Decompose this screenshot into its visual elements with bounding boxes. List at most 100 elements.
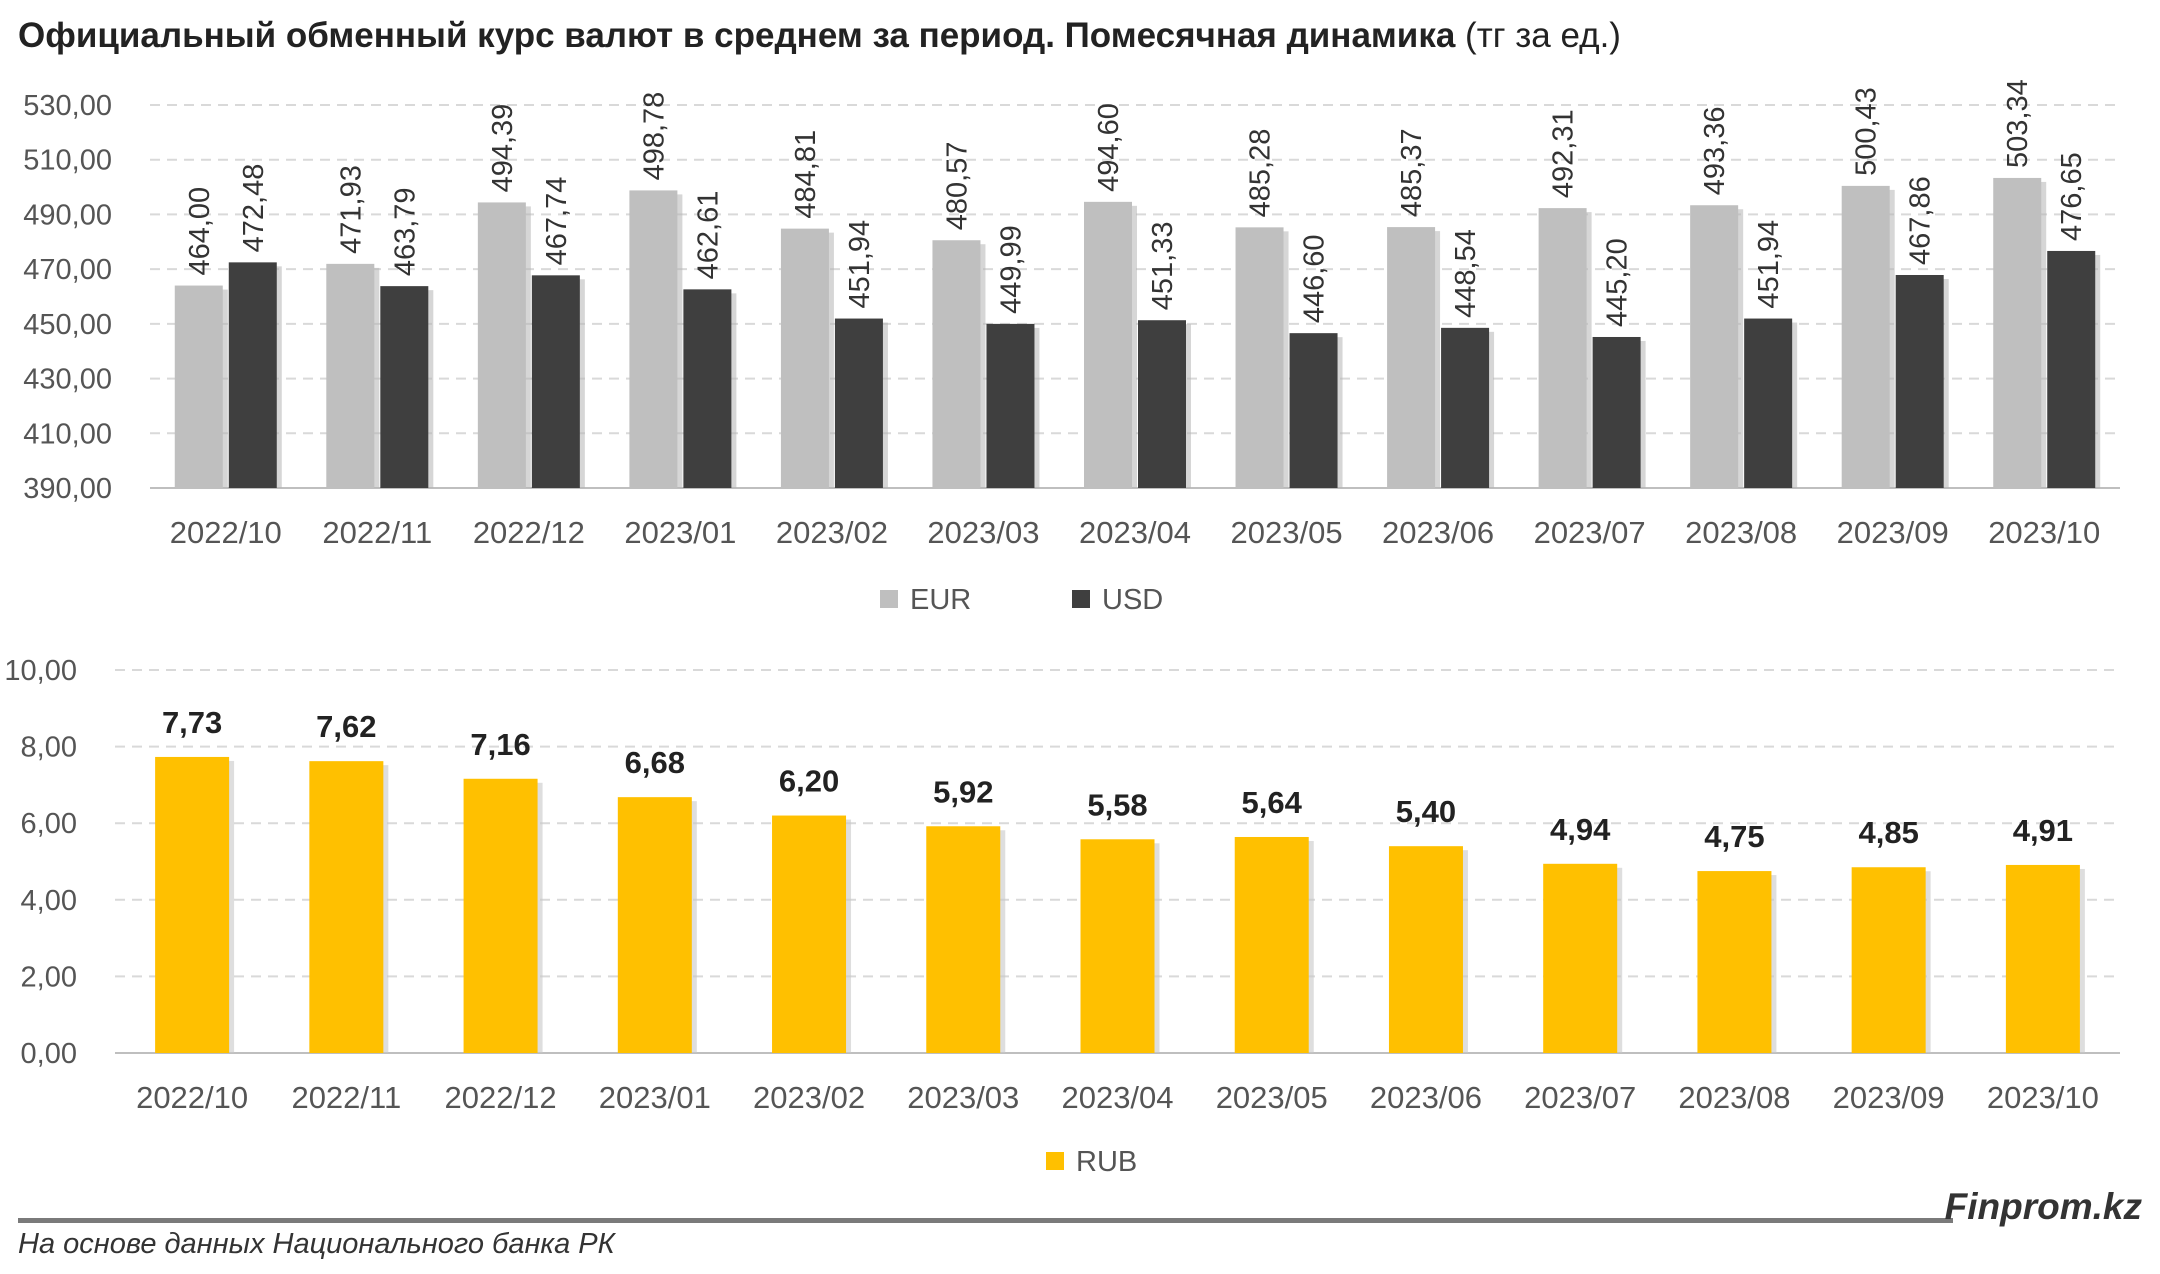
x-tick-label: 2022/10 [170,515,282,550]
x-tick-label: 2023/07 [1524,1080,1636,1115]
usd-bar [986,323,1035,488]
x-tick-label: 2023/10 [1987,1080,2099,1115]
y-tick-label: 6,00 [21,808,77,840]
eur-data-label: 500,43 [1851,87,1883,176]
x-tick-label: 2022/11 [291,1080,401,1115]
rub-bar [617,797,692,1053]
eur-usd-chart: 390,00 410,00 430,00 450,00 470,00 490,00 510,… [23,79,2120,616]
rub-data-label: 7,73 [162,705,222,740]
rub-data-label: 5,58 [1087,787,1147,822]
legend-label-usd: USD [1102,584,1163,616]
legend-swatch-rub [1046,1152,1064,1170]
usd-data-label: 449,99 [995,225,1027,314]
rub-bar [309,761,384,1053]
legend-swatch-eur [880,590,898,608]
eur-bar [629,190,678,488]
usd-bar [1289,333,1338,488]
x-tick-label: 2023/07 [1534,515,1646,550]
eur-data-label: 464,00 [184,187,216,276]
eur-data-label: 485,37 [1396,128,1428,217]
y-tick-label: 450,00 [23,309,112,341]
legend-label-rub: RUB [1076,1146,1137,1178]
x-tick-label: 2023/05 [1231,515,1343,550]
chart-title-main: Официальный обменный курс валют в средне… [18,16,1456,55]
x-tick-label: 2023/06 [1382,515,1494,550]
usd-data-label: 451,94 [1753,220,1785,309]
x-tick-label: 2023/02 [753,1080,865,1115]
usd-bar [683,289,732,488]
y-tick-label: 2,00 [21,961,77,993]
rub-data-label: 6,20 [779,764,839,799]
usd-data-label: 467,74 [541,177,573,266]
usd-data-label: 463,79 [389,187,421,276]
usd-bar [1744,318,1793,488]
x-tick-label: 2023/01 [624,515,736,550]
eur-data-label: 498,78 [638,92,670,181]
rub-data-label: 4,75 [1704,819,1764,854]
usd-bar [1138,320,1186,488]
eur-bar [1538,208,1587,488]
y-tick-label: 0,00 [21,1038,77,1070]
x-tick-label: 2023/09 [1837,515,1949,550]
rub-data-label: 6,68 [625,745,685,780]
rub-data-label: 4,91 [2013,813,2073,848]
usd-bar [228,262,277,488]
usd-bar [1592,336,1641,488]
x-tick-label: 2023/02 [776,515,888,550]
rub-bar [1697,871,1772,1053]
x-tick-label: 2022/11 [322,515,432,550]
x-tick-label: 2023/08 [1685,515,1797,550]
eur-bar [326,263,375,488]
usd-bar [531,275,580,488]
x-tick-label: 2023/10 [1988,515,2100,550]
x-tick-label: 2023/06 [1370,1080,1482,1115]
rub-bar [1388,846,1463,1053]
eur-bar [1841,185,1890,488]
y-tick-label: 10,00 [4,655,77,687]
rub-data-label: 4,85 [1858,815,1918,850]
rub-data-label: 7,16 [470,727,530,762]
usd-data-label: 446,60 [1299,234,1331,323]
eur-data-label: 494,60 [1093,103,1125,192]
y-tick-label: 410,00 [23,418,112,450]
eur-bar [780,228,829,488]
rub-bar [772,815,847,1053]
usd-data-label: 472,48 [238,164,270,253]
rub-bar [155,756,230,1053]
eur-bar [174,285,223,488]
eur-bar [1690,205,1739,488]
usd-bar [1895,274,1944,488]
x-tick-label: 2023/04 [1061,1080,1173,1115]
eur-data-label: 493,36 [1699,107,1731,196]
eur-bar [1387,227,1436,489]
eur-bar [932,240,981,488]
eur-bar [1084,201,1132,488]
y-tick-label: 530,00 [23,90,112,122]
rub-bar [1080,839,1155,1053]
chart-title: Официальный обменный курс валют в средне… [18,16,1621,56]
brand-label: Finprom.kz [1944,1186,2142,1227]
rub-data-label: 4,94 [1550,812,1611,847]
eur-bar [477,202,526,488]
x-tick-label: 2023/09 [1833,1080,1945,1115]
usd-data-label: 451,94 [844,220,876,309]
x-tick-label: 2023/03 [927,515,1039,550]
eur-data-label: 494,39 [487,104,519,193]
eur-data-label: 471,93 [335,165,367,254]
rub-bar [2005,864,2080,1053]
x-tick-label: 2023/01 [599,1080,711,1115]
rub-bar [1543,863,1618,1053]
x-tick-label: 2023/04 [1079,515,1191,550]
y-tick-label: 470,00 [23,254,112,286]
footer-divider [18,1218,1953,1223]
rub-data-label: 7,62 [316,709,376,744]
eur-data-label: 484,81 [790,130,822,219]
chart-title-unit: (тг за ед.) [1465,16,1621,55]
legend-swatch-usd [1072,590,1090,608]
y-tick-label: 490,00 [23,199,112,231]
y-tick-label: 8,00 [21,732,77,764]
x-tick-label: 2022/12 [445,1080,557,1115]
source-note: На основе данных Национального банка РК [18,1228,615,1260]
usd-bar [2047,250,2096,488]
usd-data-label: 448,54 [1450,229,1482,318]
